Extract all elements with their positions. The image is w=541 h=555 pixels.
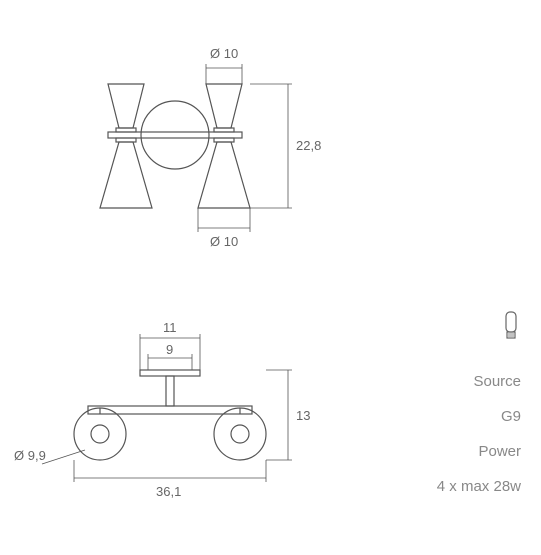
top-diameter-label: Ø 10: [210, 46, 238, 61]
overall-width-label: 36,1: [156, 484, 181, 499]
spec-panel: Source G9 Power 4 x max 28w: [401, 310, 521, 513]
source-value: G9: [401, 408, 521, 425]
front-view: Ø 10 Ø 10 22,8: [100, 46, 321, 249]
width-med-label: 11: [163, 320, 177, 335]
bulb-icon: [501, 310, 521, 347]
bottom-diameter-label: Ø 10: [210, 234, 238, 249]
source-label: Source: [401, 373, 521, 390]
power-value: 4 x max 28w: [401, 478, 521, 495]
diagram-svg: Ø 10 Ø 10 22,8: [0, 0, 380, 550]
width-small-label: 9: [166, 342, 173, 357]
topview-height-label: 13: [296, 408, 310, 423]
top-view: 11 9 13 36,1: [14, 320, 310, 499]
technical-drawing: Ø 10 Ø 10 22,8: [0, 0, 380, 550]
circle-diameter-label: Ø 9,9: [14, 448, 46, 463]
height-label: 22,8: [296, 138, 321, 153]
power-label: Power: [401, 443, 521, 460]
